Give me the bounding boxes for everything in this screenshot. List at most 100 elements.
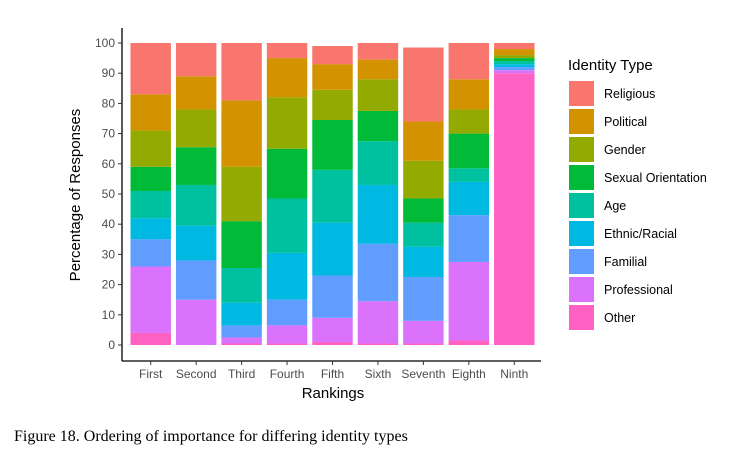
bar-segment	[266, 58, 308, 98]
bar-segment	[448, 168, 490, 182]
bar-segment	[221, 302, 262, 326]
bar-segment	[175, 299, 217, 345]
legend-swatch	[569, 277, 594, 302]
bar-segment	[266, 343, 308, 345]
y-tick-label: 70	[102, 127, 116, 141]
legend-swatch	[569, 249, 594, 274]
x-tick-label: Eighth	[452, 367, 486, 381]
bar-segment	[175, 184, 217, 226]
bar-segment	[403, 343, 444, 345]
bar-segment	[448, 79, 490, 110]
legend-label: Gender	[604, 143, 646, 157]
bar-segment	[175, 76, 217, 110]
x-tick-label: Second	[176, 367, 217, 381]
bar-segment	[175, 147, 217, 185]
bar-segment	[357, 141, 399, 185]
bar-segment	[494, 73, 535, 345]
x-tick-label: Ninth	[500, 367, 528, 381]
bar-segment	[130, 94, 171, 131]
x-tick-label: Seventh	[401, 367, 445, 381]
y-axis-title: Percentage of Responses	[67, 109, 84, 282]
legend-items: Religious Political Gender Sexual Orientati…	[569, 81, 707, 330]
bar-segment	[494, 43, 535, 50]
bar-segment	[403, 320, 444, 344]
legend-label: Age	[604, 199, 626, 213]
y-tick-label: 40	[102, 217, 116, 231]
bar-segment	[266, 198, 308, 253]
bar-segment	[266, 97, 308, 149]
bar-segment	[130, 190, 171, 219]
bar-segment	[494, 55, 535, 59]
bar-segment	[266, 325, 308, 344]
bar-segment	[175, 225, 217, 261]
legend-label: Ethnic/Racial	[604, 227, 677, 241]
y-tick-label: 80	[102, 96, 116, 110]
bar-segment	[221, 221, 262, 268]
bar-segment	[403, 246, 444, 278]
bar-segment	[448, 340, 490, 345]
bar-segment	[312, 89, 353, 121]
bar-segment	[403, 198, 444, 223]
y-axis-ticks: 0 10 20 30 40 50 60 70 80 90 100	[95, 36, 122, 352]
x-tick-label: Fifth	[321, 367, 344, 381]
y-tick-label: 90	[102, 66, 116, 80]
x-tick-label: Third	[228, 367, 255, 381]
bar-segment	[130, 332, 171, 345]
bar-segment	[221, 325, 262, 338]
legend-label: Professional	[604, 283, 673, 297]
bar-segment	[312, 317, 353, 342]
bar-segment	[312, 46, 353, 65]
bar-segment	[130, 239, 171, 267]
bar-segment	[403, 47, 444, 122]
y-tick-label: 30	[102, 247, 116, 261]
bar-segment	[266, 299, 308, 326]
legend: Identity Type Religious Political Gender Se…	[568, 57, 707, 330]
legend-swatch	[569, 221, 594, 246]
x-axis-ticks: First Second Third Fourth Fifth Sixth Seventh E…	[139, 361, 528, 381]
bar-segment	[494, 49, 535, 56]
bar-segment	[403, 160, 444, 199]
bar-segment	[494, 70, 535, 74]
y-tick-label: 50	[102, 187, 116, 201]
legend-title: Identity Type	[568, 57, 653, 74]
bar-segment	[312, 341, 353, 345]
y-tick-label: 0	[108, 338, 115, 352]
legend-swatch	[569, 305, 594, 330]
bar-segment	[448, 261, 490, 341]
bar-segment	[494, 67, 535, 71]
legend-label: Sexual Orientation	[604, 171, 707, 185]
bar-segment	[448, 215, 490, 262]
bar-segment	[130, 166, 171, 191]
bar-segment	[494, 61, 535, 65]
bar-segment	[448, 181, 490, 216]
bar-segment	[357, 79, 399, 111]
bar-segment	[130, 266, 171, 333]
x-axis-title: Rankings	[302, 385, 365, 402]
bar-segment	[221, 343, 262, 345]
bar-segment	[221, 166, 262, 222]
bar-segment	[221, 267, 262, 303]
legend-label: Other	[604, 311, 635, 325]
bar-segment	[221, 337, 262, 344]
bars-layer	[130, 43, 535, 345]
y-tick-label: 100	[95, 36, 115, 50]
bar-segment	[403, 222, 444, 247]
y-tick-label: 60	[102, 157, 116, 171]
bar-segment	[130, 43, 171, 95]
legend-label: Religious	[604, 87, 655, 101]
bar-segment	[494, 58, 535, 62]
legend-swatch	[569, 109, 594, 134]
bar-segment	[266, 43, 308, 59]
y-tick-label: 10	[102, 308, 116, 322]
bar-segment	[357, 43, 399, 60]
x-tick-label: Sixth	[365, 367, 392, 381]
bar-segment	[175, 43, 217, 77]
x-tick-label: Fourth	[270, 367, 305, 381]
bar-segment	[175, 260, 217, 300]
legend-swatch	[569, 165, 594, 190]
legend-label: Political	[604, 115, 647, 129]
bar-segment	[403, 121, 444, 161]
bar-segment	[357, 301, 399, 344]
bar-segment	[312, 64, 353, 90]
